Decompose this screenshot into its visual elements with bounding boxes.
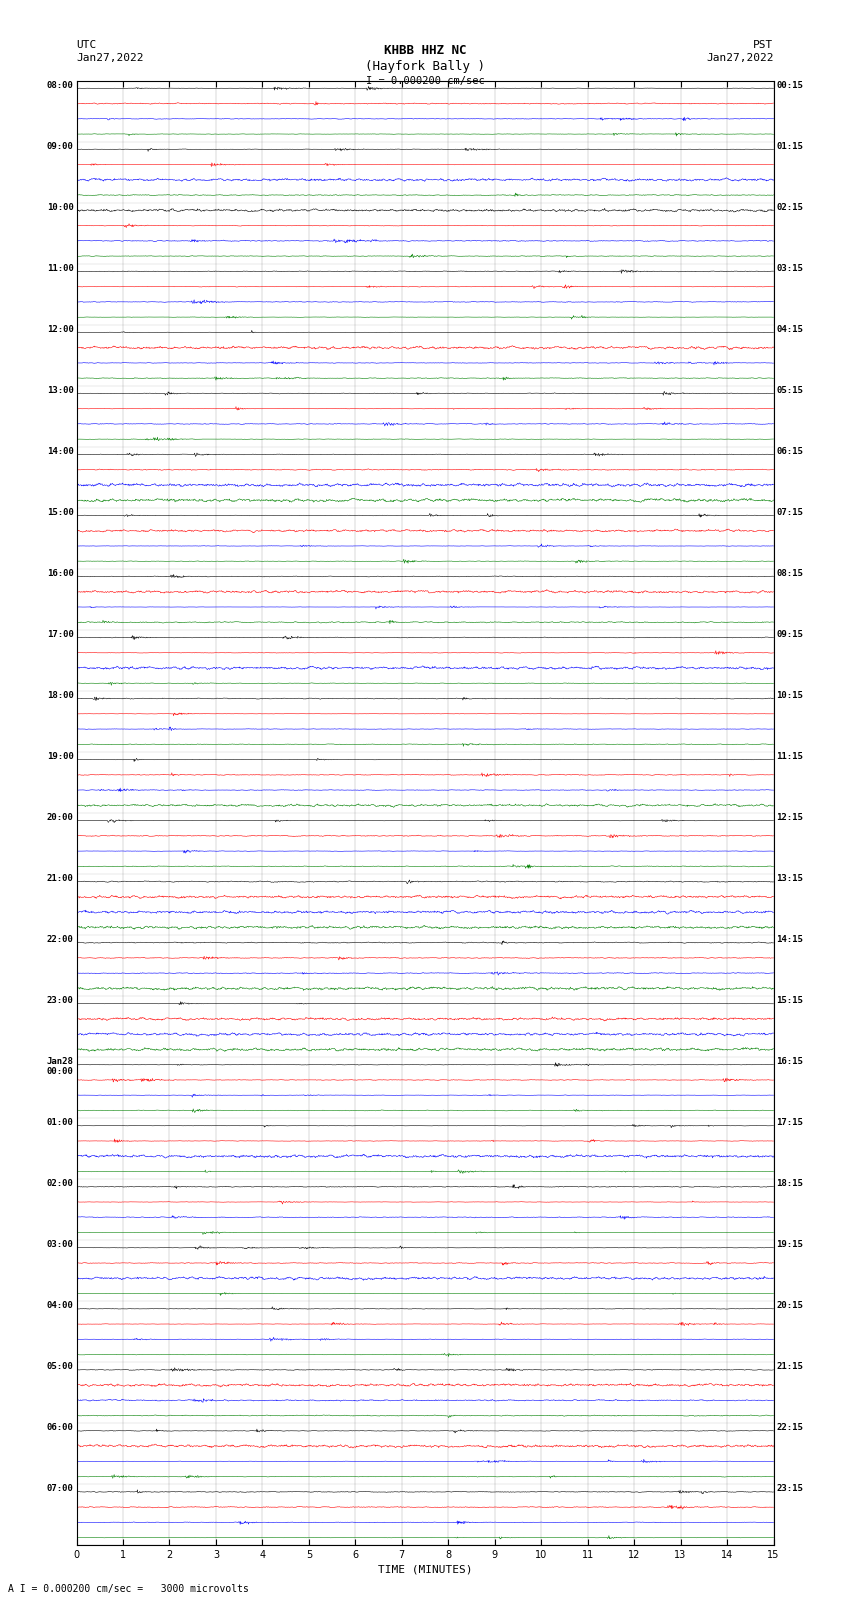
Text: 02:00: 02:00 [47, 1179, 74, 1189]
Text: 08:15: 08:15 [776, 569, 803, 577]
Text: 23:00: 23:00 [47, 997, 74, 1005]
Text: 22:00: 22:00 [47, 936, 74, 944]
Text: 23:15: 23:15 [776, 1484, 803, 1494]
Text: 18:00: 18:00 [47, 690, 74, 700]
Text: (Hayfork Bally ): (Hayfork Bally ) [365, 60, 485, 73]
Text: Jan27,2022: Jan27,2022 [76, 53, 144, 63]
Text: 05:00: 05:00 [47, 1361, 74, 1371]
Text: 04:15: 04:15 [776, 324, 803, 334]
Text: 00:15: 00:15 [776, 81, 803, 90]
Text: 03:15: 03:15 [776, 265, 803, 273]
Text: 16:00: 16:00 [47, 569, 74, 577]
Text: 11:00: 11:00 [47, 265, 74, 273]
Text: Jan27,2022: Jan27,2022 [706, 53, 774, 63]
Text: 12:00: 12:00 [47, 324, 74, 334]
Text: I = 0.000200 cm/sec: I = 0.000200 cm/sec [366, 76, 484, 85]
Text: 21:00: 21:00 [47, 874, 74, 882]
Text: 13:00: 13:00 [47, 386, 74, 395]
Text: UTC: UTC [76, 40, 97, 50]
Text: 17:00: 17:00 [47, 631, 74, 639]
X-axis label: TIME (MINUTES): TIME (MINUTES) [377, 1565, 473, 1574]
Text: 09:00: 09:00 [47, 142, 74, 150]
Text: 15:00: 15:00 [47, 508, 74, 516]
Text: 09:15: 09:15 [776, 631, 803, 639]
Text: 17:15: 17:15 [776, 1118, 803, 1127]
Text: 06:00: 06:00 [47, 1423, 74, 1432]
Text: 07:15: 07:15 [776, 508, 803, 516]
Text: 08:00: 08:00 [47, 81, 74, 90]
Text: 16:15: 16:15 [776, 1057, 803, 1066]
Text: A I = 0.000200 cm/sec =   3000 microvolts: A I = 0.000200 cm/sec = 3000 microvolts [8, 1584, 249, 1594]
Text: 03:00: 03:00 [47, 1240, 74, 1248]
Text: 10:15: 10:15 [776, 690, 803, 700]
Text: 21:15: 21:15 [776, 1361, 803, 1371]
Text: PST: PST [753, 40, 774, 50]
Text: 20:15: 20:15 [776, 1302, 803, 1310]
Text: 14:00: 14:00 [47, 447, 74, 456]
Text: 13:15: 13:15 [776, 874, 803, 882]
Text: 11:15: 11:15 [776, 752, 803, 761]
Text: 04:00: 04:00 [47, 1302, 74, 1310]
Text: 02:15: 02:15 [776, 203, 803, 211]
Text: 15:15: 15:15 [776, 997, 803, 1005]
Text: 07:00: 07:00 [47, 1484, 74, 1494]
Text: 06:15: 06:15 [776, 447, 803, 456]
Text: 10:00: 10:00 [47, 203, 74, 211]
Text: 12:15: 12:15 [776, 813, 803, 823]
Text: Jan28
00:00: Jan28 00:00 [47, 1057, 74, 1076]
Text: KHBB HHZ NC: KHBB HHZ NC [383, 44, 467, 56]
Text: 18:15: 18:15 [776, 1179, 803, 1189]
Text: 14:15: 14:15 [776, 936, 803, 944]
Text: 19:00: 19:00 [47, 752, 74, 761]
Text: 01:15: 01:15 [776, 142, 803, 150]
Text: 19:15: 19:15 [776, 1240, 803, 1248]
Text: 05:15: 05:15 [776, 386, 803, 395]
Text: 01:00: 01:00 [47, 1118, 74, 1127]
Text: 20:00: 20:00 [47, 813, 74, 823]
Text: 22:15: 22:15 [776, 1423, 803, 1432]
